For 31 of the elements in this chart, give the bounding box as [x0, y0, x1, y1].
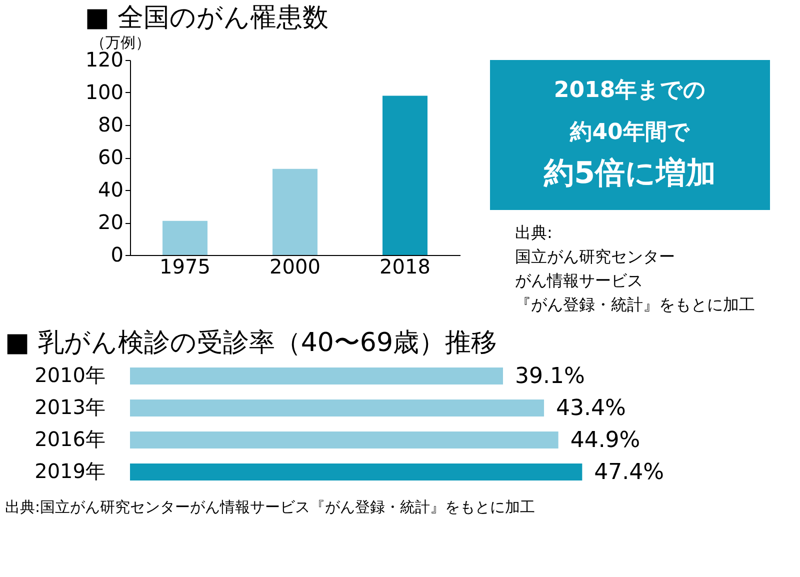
- y-tick-label: 60: [98, 145, 124, 169]
- y-tick-label: 2010年: [34, 363, 106, 387]
- text: 約40年間で: [569, 120, 690, 145]
- source-note: 出典:国立がん研究センターがん情報サービス『がん登録・統計』をもとに加工: [5, 498, 536, 516]
- y-tick-label: 40: [98, 178, 124, 202]
- chart-title: ■ 乳がん検診の受診率（40〜69歳）推移: [5, 328, 497, 358]
- x-tick-label: 2018: [380, 254, 430, 278]
- data-label: 44.9%: [570, 428, 640, 453]
- data-label: 43.4%: [556, 396, 626, 421]
- y-tick-label: 0: [110, 242, 124, 266]
- data-label: 39.1%: [514, 364, 585, 389]
- y-tick-label: 2019年: [34, 459, 106, 483]
- y-tick-label: 80: [98, 112, 124, 136]
- x-tick-label: 1975: [160, 254, 210, 278]
- y-axis-title: （万例）: [90, 34, 150, 52]
- y-tick-label: 2013年: [34, 395, 106, 419]
- data-label: 47.4%: [594, 460, 664, 485]
- x-tick-label: 2000: [270, 254, 320, 278]
- text: 約5倍に増加: [543, 156, 716, 191]
- text: 2018年までの: [554, 78, 706, 103]
- text: 国立がん研究センター: [515, 247, 675, 266]
- text: 『がん登録・統計』をもとに加工: [515, 295, 755, 314]
- bar: [162, 220, 208, 255]
- y-tick-label: 100: [85, 80, 124, 104]
- bar: [382, 96, 428, 255]
- y-tick-label: 20: [98, 210, 124, 234]
- text: がん情報サービス: [515, 271, 643, 290]
- y-tick-label: 2016年: [34, 427, 106, 451]
- bar: [272, 168, 318, 255]
- source-note: 出典:: [515, 223, 552, 242]
- chart-title: ■ 全国のがん罹患数: [84, 3, 329, 33]
